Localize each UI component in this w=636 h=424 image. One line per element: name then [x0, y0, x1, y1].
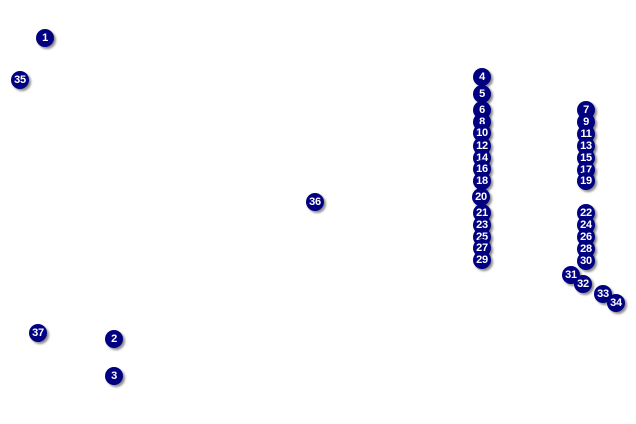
marker-20[interactable]: 20: [472, 188, 490, 206]
marker-34[interactable]: 34: [607, 294, 625, 312]
marker-19[interactable]: 19: [577, 172, 595, 190]
marker-5[interactable]: 5: [473, 85, 491, 103]
marker-32[interactable]: 32: [574, 275, 592, 293]
marker-29[interactable]: 29: [473, 251, 491, 269]
marker-30[interactable]: 30: [577, 252, 595, 270]
marker-35[interactable]: 35: [11, 71, 29, 89]
marker-2[interactable]: 2: [105, 330, 123, 348]
marker-18[interactable]: 18: [473, 172, 491, 190]
marker-36[interactable]: 36: [306, 193, 324, 211]
marker-4[interactable]: 4: [473, 68, 491, 86]
marker-1[interactable]: 1: [36, 29, 54, 47]
marker-3[interactable]: 3: [105, 367, 123, 385]
marker-37[interactable]: 37: [29, 324, 47, 342]
